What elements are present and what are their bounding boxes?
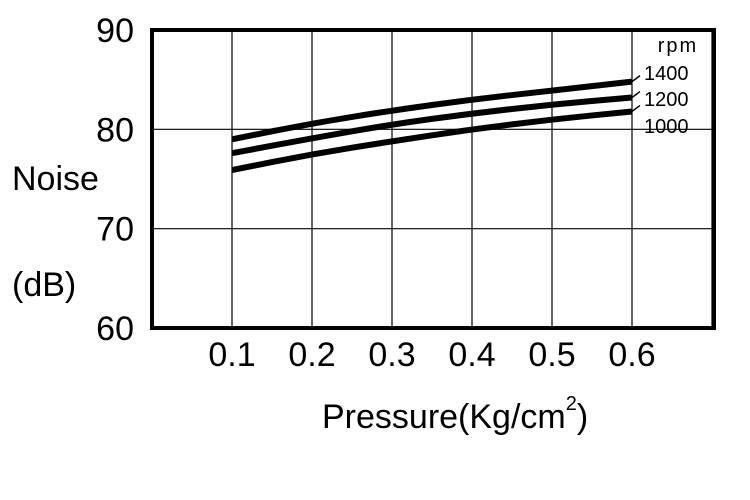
series-label-1000: 1000 (644, 116, 689, 138)
legend-title: rpm (658, 35, 698, 57)
y-tick-label: 60 (96, 310, 134, 348)
y-axis-label-noise: Noise (12, 160, 99, 198)
x-axis-label-close: ) (577, 398, 588, 436)
x-tick-label: 0.3 (368, 336, 415, 374)
x-tick-labels: 0.1 0.2 0.3 0.4 0.5 0.6 (208, 336, 655, 374)
series-line-1000 (231, 108, 633, 174)
series-label-1200: 1200 (644, 89, 689, 111)
series-labels: 1400 1200 1000 (631, 63, 689, 138)
x-axis-label-main: Pressure(Kg/cm (322, 398, 566, 436)
x-axis-label: Pressure(Kg/cm2) (322, 393, 588, 436)
y-tick-label: 70 (96, 211, 134, 249)
y-tick-label: 90 (96, 12, 134, 50)
series-leader-1400 (631, 75, 641, 83)
grid-lines (152, 30, 714, 328)
series-leader-1000 (631, 104, 641, 113)
y-tick-label: 80 (96, 111, 134, 149)
series-leader-1200 (631, 90, 641, 99)
x-tick-label: 0.4 (448, 336, 495, 374)
series-layer (231, 78, 633, 174)
y-axis-label-unit: (dB) (12, 266, 76, 304)
x-tick-label: 0.6 (608, 336, 655, 374)
x-tick-label: 0.5 (528, 336, 575, 374)
y-tick-labels: 60 70 80 90 (96, 12, 134, 348)
x-axis-label-sup: 2 (566, 393, 577, 415)
plot-frame (150, 28, 716, 330)
series-label-1400: 1400 (644, 63, 689, 85)
x-tick-label: 0.1 (208, 336, 255, 374)
x-tick-label: 0.2 (288, 336, 335, 374)
series-line-1400 (231, 78, 633, 143)
series-line-1200 (231, 94, 633, 157)
